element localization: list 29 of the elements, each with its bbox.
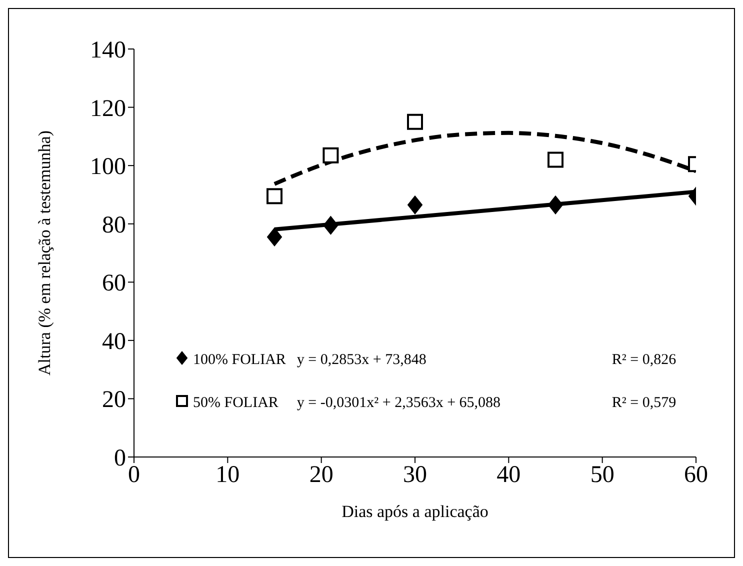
point [408,196,422,214]
point [266,188,282,204]
y-tick-label: 80 [102,212,126,238]
y-axis-title: Altura (% em relação à testemunha) [35,130,54,376]
y-tick-label: 60 [102,270,126,297]
legend-label: 50% FOLIAR [192,394,280,413]
annotation: R² = 0,826 [612,352,676,368]
point [322,147,339,164]
x-tick-label: 20 [309,462,334,488]
point [267,228,282,246]
legend-label: 100% FOLIAR [192,351,287,370]
x-tick-label: 60 [684,462,708,488]
point [407,114,423,130]
y-tick-label: 40 [102,328,126,355]
y-tick-label: 0 [114,446,126,472]
x-tick-label: 30 [403,462,427,488]
annotation: R² = 0,579 [612,395,676,411]
y-tick-label: 100 [90,154,126,180]
annotation: y = -0,0301x² + 2,3563x + 65,088 [296,395,501,411]
x-tick-label: 10 [216,462,240,488]
x-axis-title: Dias após a aplicação [342,502,488,521]
x-tick-label: 50 [590,462,614,488]
y-tick-label: 140 [90,38,126,64]
y-tick-label: 120 [90,96,126,122]
y-tick-label: 20 [102,387,126,414]
x-tick-label: 40 [496,462,521,488]
annotation: y = 0,2853x + 73,848 [296,352,426,368]
point [323,216,338,235]
line-series [272,130,696,186]
